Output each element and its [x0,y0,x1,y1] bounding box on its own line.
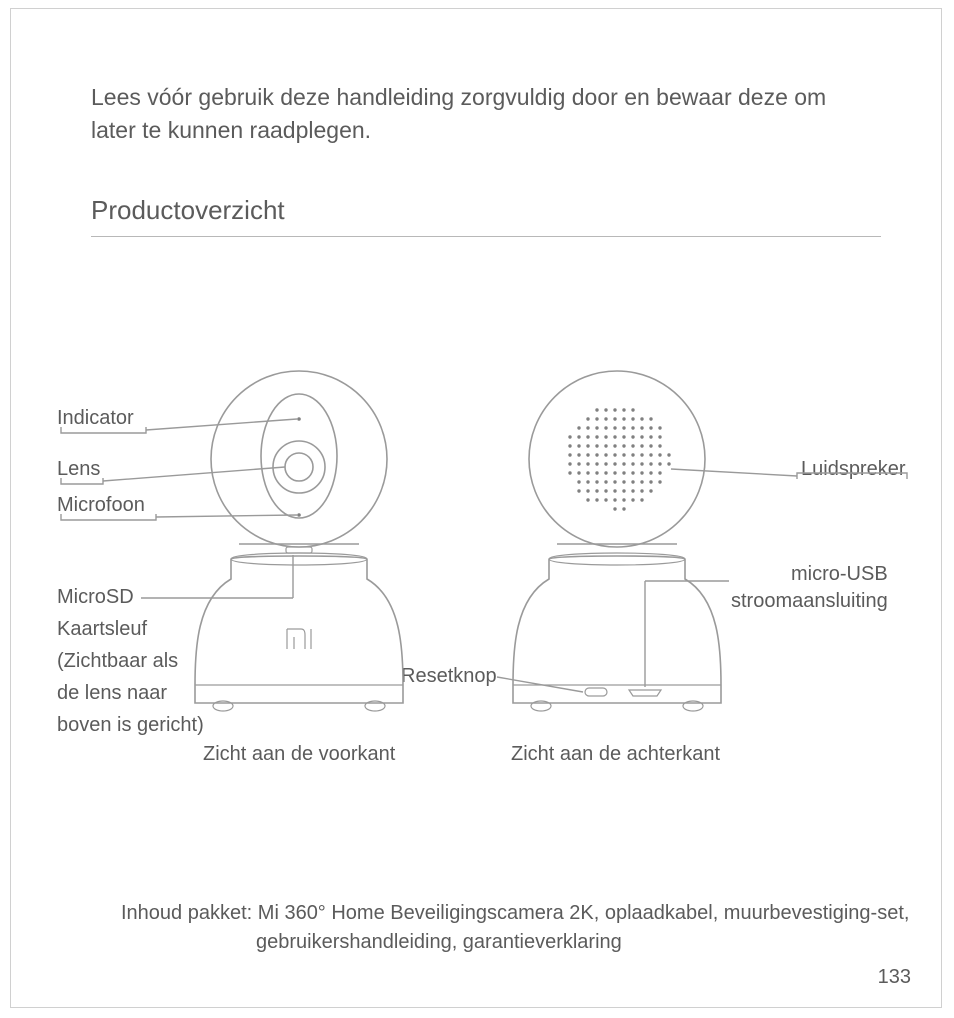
section-title: Productoverzicht [91,195,881,237]
manual-page: Lees vóór gebruik deze handleiding zorgv… [10,8,942,1008]
package-contents: Inhoud pakket: Mi 360° Home Beveiligings… [121,899,954,957]
contents-label: Inhoud pakket: [121,902,258,924]
intro-paragraph: Lees vóór gebruik deze handleiding zorgv… [91,81,871,148]
contents-body: Mi 360° Home Beveiligingscamera 2K, opla… [256,902,909,953]
page-number: 133 [878,966,911,989]
product-diagram: Indicator Lens Microfoon MicroSD Kaartsl… [31,299,935,819]
diagram-svg [31,299,935,819]
